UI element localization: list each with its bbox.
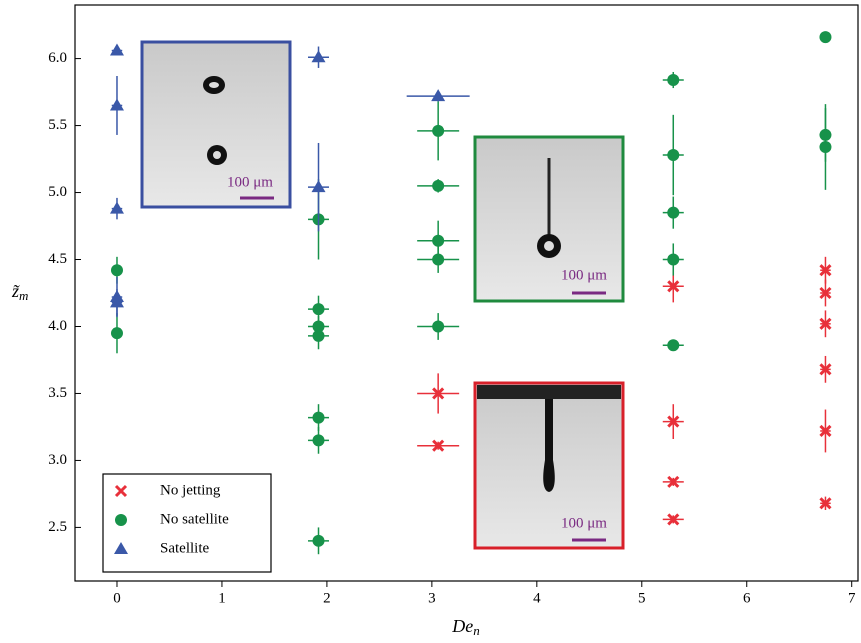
- marker-x: [432, 439, 445, 452]
- y-tick-label: 6.0: [48, 50, 67, 66]
- marker-triangle: [109, 201, 124, 214]
- marker-circle: [312, 411, 325, 424]
- scale-label: 100 μm: [561, 267, 607, 283]
- marker-triangle: [311, 180, 326, 193]
- marker-circle: [432, 320, 445, 333]
- x-tick-label: 0: [113, 590, 121, 606]
- y-tick-label: 4.0: [48, 318, 67, 334]
- marker-triangle: [109, 295, 124, 308]
- inset-red: 100 μm: [473, 381, 625, 550]
- marker-x: [819, 286, 832, 300]
- marker-circle: [819, 31, 832, 44]
- x-tick-label: 4: [533, 590, 541, 606]
- y-tick-label: 4.5: [48, 251, 67, 267]
- marker-circle: [115, 514, 127, 526]
- y-tick-label: 2.5: [48, 519, 67, 535]
- marker-x: [114, 484, 128, 498]
- x-label-sub: n: [473, 623, 480, 638]
- marker-circle: [432, 253, 445, 266]
- marker-circle: [432, 234, 445, 247]
- marker-triangle: [109, 98, 124, 111]
- marker-circle: [667, 339, 680, 352]
- marker-triangle: [109, 43, 124, 56]
- marker-x: [432, 387, 445, 400]
- x-tick-label: 3: [428, 590, 436, 606]
- legend: No jetting No satellite Satellite: [102, 473, 272, 573]
- y-label-sub: m: [19, 288, 28, 303]
- x-label-main: De: [451, 616, 473, 636]
- legend-label: Satellite: [160, 540, 209, 556]
- marker-circle: [667, 74, 680, 87]
- marker-circle: [819, 140, 832, 153]
- scale-label: 100 μm: [561, 515, 607, 531]
- inset-green: 100 μm: [473, 135, 625, 303]
- legend-label: No satellite: [160, 511, 229, 527]
- y-tick-label: 5.5: [48, 117, 67, 133]
- plot-marks: [109, 31, 832, 555]
- marker-circle: [312, 534, 325, 547]
- inset-blue: 100 μm: [140, 40, 292, 209]
- x-axis-label: Den: [451, 616, 480, 638]
- plot-frame: [74, 4, 859, 582]
- marker-circle: [667, 253, 680, 266]
- marker-x: [667, 513, 680, 526]
- marker-circle: [667, 206, 680, 219]
- x-tick-label: 1: [218, 590, 226, 606]
- y-axis-label: z̃m: [11, 281, 28, 303]
- marker-circle: [312, 329, 325, 342]
- marker-circle: [432, 124, 445, 137]
- y-tick-label: 5.0: [48, 184, 67, 200]
- marker-circle: [432, 179, 445, 192]
- marker-triangle: [431, 89, 446, 102]
- marker-circle: [312, 303, 325, 316]
- marker-circle: [110, 327, 123, 340]
- y-label-main: z̃: [11, 281, 21, 301]
- x-tick-label: 7: [848, 590, 856, 606]
- marker-x: [667, 415, 680, 428]
- legend-label: No jetting: [160, 482, 221, 498]
- x-tick-label: 2: [323, 590, 331, 606]
- marker-x: [819, 264, 832, 277]
- marker-circle: [312, 434, 325, 447]
- x-tick-label: 5: [638, 590, 646, 606]
- marker-x: [819, 424, 832, 438]
- marker-x: [819, 497, 832, 510]
- x-tick-label: 6: [743, 590, 751, 606]
- marker-triangle: [311, 50, 326, 63]
- y-tick-label: 3.5: [48, 385, 67, 401]
- marker-x: [819, 317, 832, 330]
- marker-triangle: [114, 542, 128, 554]
- marker-circle: [110, 264, 123, 277]
- marker-circle: [667, 149, 680, 162]
- marker-x: [819, 363, 832, 376]
- y-tick-label: 3.0: [48, 452, 67, 468]
- marker-x: [667, 475, 680, 488]
- marker-x: [667, 280, 680, 293]
- scale-label: 100 μm: [227, 174, 273, 190]
